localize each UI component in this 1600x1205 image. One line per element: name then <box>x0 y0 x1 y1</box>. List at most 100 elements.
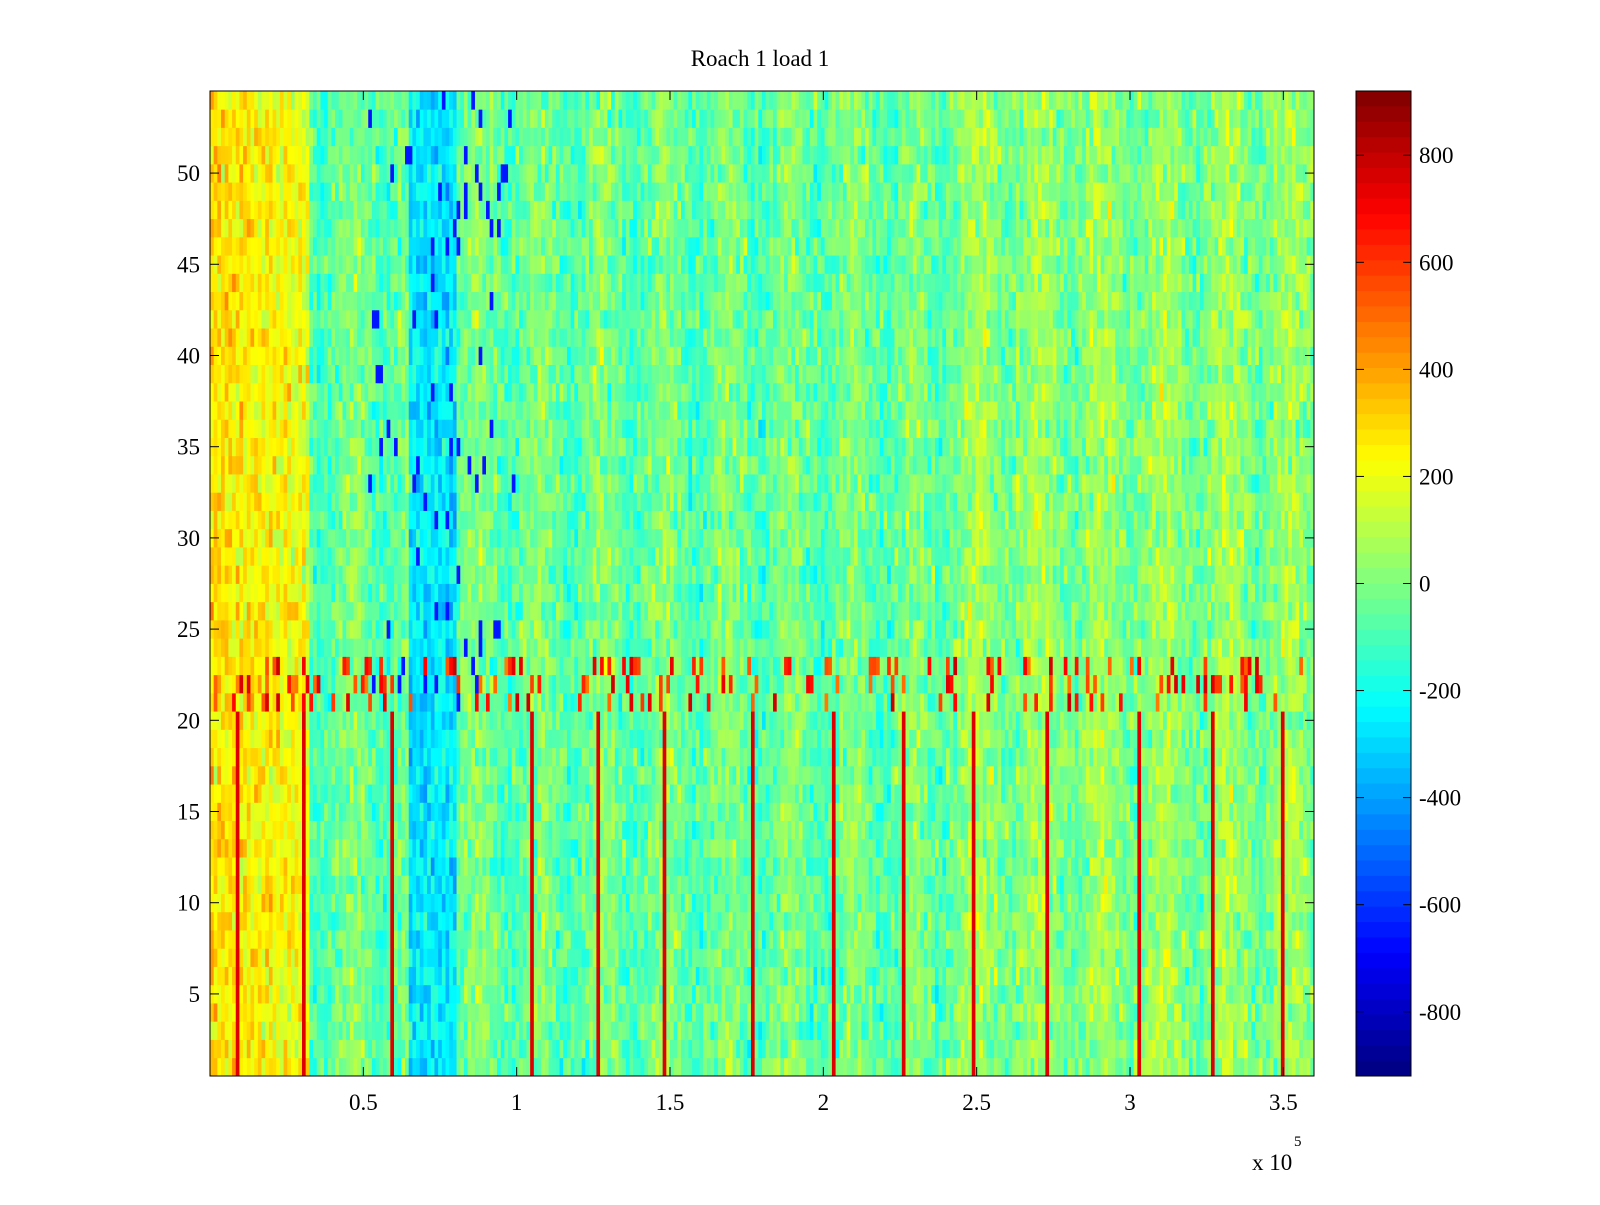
heatmap-cell <box>905 930 910 949</box>
heatmap-cell <box>622 1003 627 1022</box>
heatmap-cell <box>1085 1057 1090 1077</box>
heatmap-cell <box>629 984 634 1004</box>
heatmap-cell <box>504 857 509 876</box>
heatmap-cell <box>773 966 778 986</box>
heatmap-cell <box>246 984 251 1004</box>
heatmap-cell <box>982 820 987 840</box>
heatmap-cell <box>622 857 627 876</box>
heatmap-cell <box>302 984 307 1004</box>
heatmap-cell <box>456 966 461 986</box>
heatmap-cell <box>566 838 572 858</box>
heatmap-cell <box>644 984 649 1004</box>
heatmap-cell <box>375 765 380 785</box>
heatmap-cell <box>1240 966 1245 986</box>
heatmap-cell <box>1152 948 1157 967</box>
heatmap-cell <box>416 893 421 913</box>
heatmap-cell <box>397 984 402 1004</box>
heatmap-cell <box>714 930 719 949</box>
heatmap-cell <box>986 1039 991 1059</box>
heatmap-cell <box>482 911 487 931</box>
heatmap-cell <box>699 820 704 840</box>
heatmap-cell <box>842 893 848 913</box>
heatmap-cell <box>842 948 848 967</box>
heatmap-cell <box>515 911 520 931</box>
heatmap-cell <box>655 893 660 913</box>
heatmap-cell <box>508 893 513 913</box>
heatmap-cell <box>471 948 476 967</box>
heatmap-cell <box>552 1021 557 1040</box>
heatmap-cell <box>703 838 708 858</box>
heatmap-cell <box>430 765 435 785</box>
heatmap-cell <box>1166 820 1171 840</box>
heatmap-cell <box>438 911 443 931</box>
heatmap-cell <box>806 820 811 840</box>
heatmap-cell <box>1082 966 1087 986</box>
heatmap-cell <box>1236 1039 1241 1059</box>
heatmap-cell <box>357 984 362 1004</box>
heatmap-cell <box>1262 966 1267 986</box>
heatmap-cell <box>515 984 520 1004</box>
heatmap-cell <box>842 984 848 1004</box>
heatmap-cell <box>213 930 218 949</box>
heatmap-cell <box>732 857 737 876</box>
heatmap-cell <box>566 765 572 785</box>
heatmap-cell <box>1004 966 1009 986</box>
heatmap-cell <box>835 984 840 1004</box>
heatmap-cell <box>217 802 222 822</box>
heatmap-cell <box>1262 820 1267 840</box>
heatmap-cell <box>1030 820 1035 840</box>
heatmap-cell <box>353 1003 358 1022</box>
heatmap-cell <box>647 984 652 1004</box>
heatmap-cell <box>618 765 623 785</box>
heatmap-cell <box>478 1021 483 1040</box>
heatmap-cell <box>625 820 630 840</box>
heatmap-cell <box>405 893 410 913</box>
heatmap-cell <box>434 893 439 913</box>
heatmap-cell <box>658 765 664 785</box>
heatmap-cell <box>382 784 388 803</box>
heatmap-cell <box>949 875 954 894</box>
heatmap-cell <box>857 984 862 1004</box>
heatmap-cell <box>228 820 233 840</box>
heatmap-cell <box>349 765 354 785</box>
heatmap-cell <box>1122 1021 1127 1040</box>
heatmap-cell <box>338 875 343 894</box>
heatmap-cell <box>1196 1039 1201 1059</box>
heatmap-cell <box>1291 966 1296 986</box>
heatmap-cell <box>1255 893 1260 913</box>
heatmap-cell <box>327 966 332 986</box>
heatmap-cell <box>397 784 402 803</box>
heatmap-cell <box>971 857 976 876</box>
heatmap-cell <box>592 930 597 949</box>
heatmap-cell <box>695 857 700 876</box>
heatmap-cell <box>636 784 641 803</box>
heatmap-cell <box>519 820 524 840</box>
heatmap-cell <box>412 1003 417 1022</box>
heatmap-cell <box>508 784 513 803</box>
heatmap-cell <box>353 1057 358 1077</box>
heatmap-cell <box>1141 857 1146 876</box>
heatmap-cell <box>232 984 237 1004</box>
heatmap-cell <box>831 966 836 986</box>
heatmap-cell <box>625 802 630 822</box>
heatmap-cell <box>1137 893 1142 913</box>
heatmap-cell <box>828 966 833 986</box>
heatmap-cell <box>1210 857 1216 876</box>
heatmap-cell <box>302 1039 307 1059</box>
heatmap-cell <box>949 820 954 840</box>
heatmap-cell <box>820 1021 825 1040</box>
heatmap-cell <box>493 1003 498 1022</box>
heatmap-cell <box>684 948 689 967</box>
heatmap-cell <box>1041 802 1046 822</box>
heatmap-cell <box>552 820 557 840</box>
heatmap-cell <box>1104 984 1109 1004</box>
heatmap-cell <box>1247 1021 1252 1040</box>
heatmap-cell <box>335 1039 340 1059</box>
heatmap-cell <box>1126 1003 1131 1022</box>
heatmap-cell <box>526 1057 531 1077</box>
heatmap-cell <box>1310 857 1315 876</box>
heatmap-cell <box>394 802 399 822</box>
heatmap-cell <box>1012 1039 1017 1059</box>
heatmap-cell <box>982 930 987 949</box>
heatmap-cell <box>1177 838 1182 858</box>
